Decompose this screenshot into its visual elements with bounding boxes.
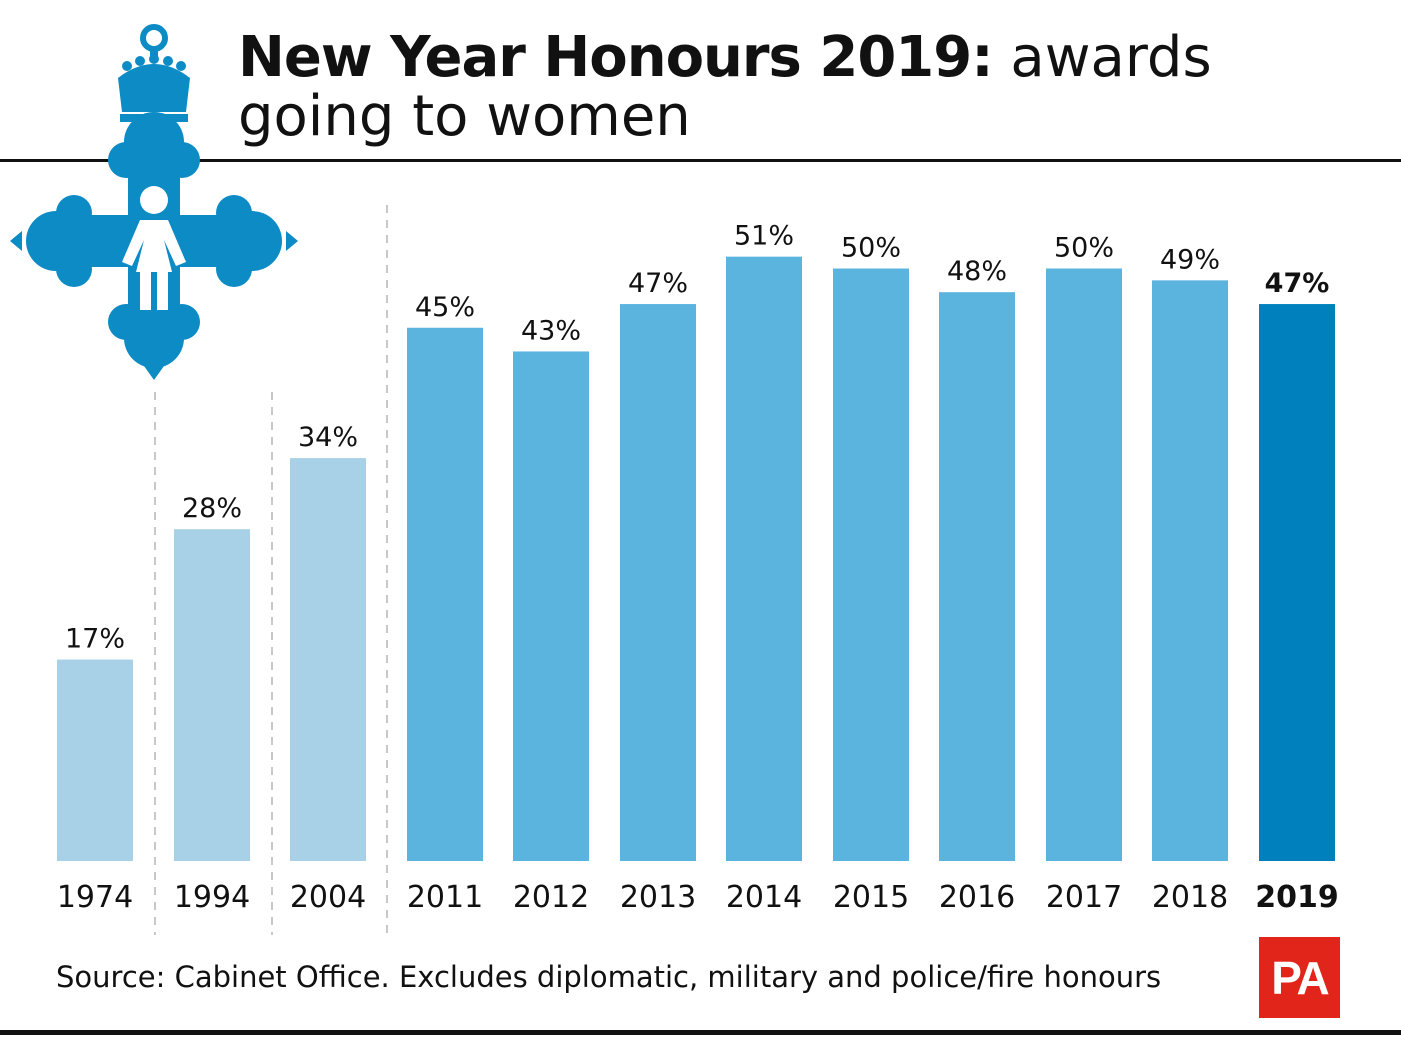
bar-2016	[939, 292, 1015, 861]
value-label-2004: 34%	[298, 422, 358, 453]
value-label-2014: 51%	[734, 221, 794, 252]
medal-icon	[10, 24, 298, 380]
chart-title-light: awards going to women	[238, 25, 1212, 149]
value-label-2011: 45%	[415, 292, 475, 323]
bar-2014	[726, 256, 802, 861]
category-label-2017: 2017	[1046, 880, 1122, 915]
category-label-1974: 1974	[57, 880, 133, 915]
category-label-2011: 2011	[407, 880, 483, 915]
bar-chart: 17% 28% 34% 45% 43% 47% 51% 50% 48% 50% 49% 47% 197…	[57, 205, 1339, 935]
category-label-2014: 2014	[726, 880, 802, 915]
chart-title-bold: New Year Honours 2019:	[238, 25, 994, 90]
chart-title: New Year Honours 2019: awards going to w…	[238, 28, 1358, 146]
value-label-2017: 50%	[1054, 233, 1114, 264]
title-divider	[0, 159, 1401, 162]
category-label-2004: 2004	[290, 880, 366, 915]
category-label-2018: 2018	[1152, 880, 1228, 915]
category-label-2019: 2019	[1255, 880, 1339, 915]
bar-2018	[1152, 280, 1228, 862]
category-label-1994: 1994	[174, 880, 250, 915]
bar-2013	[620, 304, 696, 861]
bar-2011	[407, 327, 483, 861]
value-label-2013: 47%	[628, 268, 688, 299]
bar-2004	[290, 458, 366, 861]
value-label-2019: 47%	[1265, 268, 1330, 299]
bar-2019	[1259, 304, 1335, 861]
category-label-2015: 2015	[833, 880, 909, 915]
value-label-1974: 17%	[65, 624, 125, 655]
source-note: Source: Cabinet Office. Excludes diploma…	[56, 960, 1162, 994]
value-label-2016: 48%	[947, 256, 1007, 287]
category-label-2012: 2012	[513, 880, 589, 915]
value-label-2012: 43%	[521, 315, 581, 346]
value-label-2018: 49%	[1160, 244, 1220, 275]
bar-2015	[833, 268, 909, 861]
category-label-2013: 2013	[620, 880, 696, 915]
bar-1974	[57, 659, 133, 861]
bar-2012	[513, 351, 589, 861]
value-label-1994: 28%	[182, 493, 242, 524]
pa-logo: PA	[1259, 937, 1340, 1018]
value-label-2015: 50%	[841, 233, 901, 264]
bottom-divider	[0, 1030, 1401, 1035]
bar-2017	[1046, 268, 1122, 861]
category-label-2016: 2016	[939, 880, 1015, 915]
bar-1994	[174, 529, 250, 861]
